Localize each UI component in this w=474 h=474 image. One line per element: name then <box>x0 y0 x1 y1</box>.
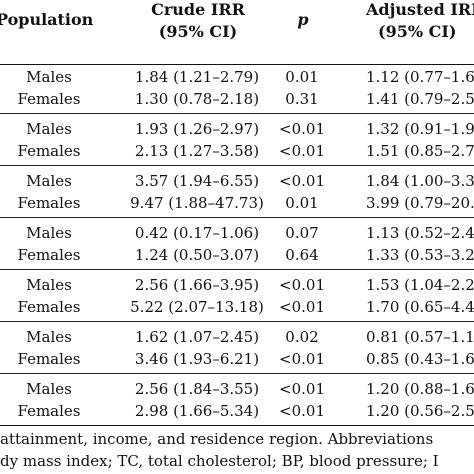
p-value-cell: 0.01 <box>285 68 319 86</box>
footnote-line-1: attainment, income, and residence region… <box>0 430 434 448</box>
p-value-cell: 0.07 <box>285 224 319 242</box>
crude-irr-cell: 3.46 (1.93–6.21) <box>134 350 260 368</box>
p-value-cell: <0.01 <box>279 402 325 420</box>
crude-irr-cell: 2.13 (1.27–3.58) <box>134 142 260 160</box>
population-cell: Males <box>26 120 72 138</box>
population-column-header: Population <box>0 10 94 29</box>
crude-irr-cell: 2.56 (1.84–3.55) <box>134 380 260 398</box>
table-row: Females 1.30 (0.78–2.18) 0.31 1.41 (0.79–2.… <box>0 88 474 110</box>
table-row: Males 3.57 (1.94–6.55) <0.01 1.84 (1.00–3.3 <box>0 170 474 192</box>
group-separator-rule <box>0 113 474 114</box>
adjusted-irr-cell: 1.33 (0.53–3.2 <box>366 246 474 264</box>
crude-irr-cell: 1.84 (1.21–2.79) <box>134 68 260 86</box>
group-separator-rule <box>0 217 474 218</box>
population-cell: Females <box>17 350 81 368</box>
population-cell: Males <box>26 276 72 294</box>
p-value-column-header: p <box>297 10 309 29</box>
adjusted-irr-cell: 0.85 (0.43–1.6 <box>366 350 474 368</box>
adjusted-irr-cell: 1.41 (0.79–2.5 <box>366 90 474 108</box>
crude-irr-cell: 0.42 (0.17–1.06) <box>134 224 260 242</box>
p-value-cell: 0.02 <box>285 328 319 346</box>
population-cell: Males <box>26 68 72 86</box>
adjusted-irr-cell: 0.81 (0.57–1.1 <box>366 328 474 346</box>
group-separator-rule <box>0 269 474 270</box>
population-cell: Females <box>17 90 81 108</box>
p-value-cell: <0.01 <box>279 172 325 190</box>
crude-irr-cell: 5.22 (2.07–13.18) <box>130 298 264 316</box>
table-row: Males 1.93 (1.26–2.97) <0.01 1.32 (0.91–1.9 <box>0 118 474 140</box>
crude-irr-cell: 1.62 (1.07–2.45) <box>134 328 260 346</box>
table-row: Females 3.46 (1.93–6.21) <0.01 0.85 (0.43–1… <box>0 348 474 370</box>
p-value-cell: <0.01 <box>279 276 325 294</box>
header-rule <box>0 64 474 65</box>
population-cell: Females <box>17 402 81 420</box>
p-value-cell: <0.01 <box>279 142 325 160</box>
p-value-cell: 0.64 <box>285 246 319 264</box>
table-row: Females 2.98 (1.66–5.34) <0.01 1.20 (0.56–2… <box>0 400 474 422</box>
population-cell: Males <box>26 328 72 346</box>
table-header: Population Crude IRR (95% CI) p Adjusted… <box>0 0 474 62</box>
footnote-line-2: dy mass index; TC, total cholesterol; BP… <box>0 452 439 470</box>
population-cell: Females <box>17 298 81 316</box>
table-row: Males 2.56 (1.84–3.55) <0.01 1.20 (0.88–1.6 <box>0 378 474 400</box>
adjusted-irr-cell: 1.84 (1.00–3.3 <box>366 172 474 190</box>
population-cell: Males <box>26 172 72 190</box>
p-value-cell: <0.01 <box>279 120 325 138</box>
adjusted-irr-cell: 1.32 (0.91–1.9 <box>366 120 474 138</box>
table-row: Females 2.13 (1.27–3.58) <0.01 1.51 (0.85–2… <box>0 140 474 162</box>
group-separator-rule <box>0 165 474 166</box>
crude-irr-cell: 2.98 (1.66–5.34) <box>134 402 260 420</box>
adjusted-irr-cell: 1.20 (0.88–1.6 <box>366 380 474 398</box>
population-cell: Females <box>17 194 81 212</box>
table-row: Females 5.22 (2.07–13.18) <0.01 1.70 (0.65–… <box>0 296 474 318</box>
group-separator-rule <box>0 373 474 374</box>
crude-irr-cell: 3.57 (1.94–6.55) <box>134 172 260 190</box>
table-row: Females 1.24 (0.50–3.07) 0.64 1.33 (0.53–3.… <box>0 244 474 266</box>
population-cell: Females <box>17 246 81 264</box>
adjusted-irr-cell: 1.12 (0.77–1.6 <box>366 68 474 86</box>
adjusted-irr-cell: 1.51 (0.85–2.7 <box>366 142 474 160</box>
adjusted-irr-cell: 1.70 (0.65–4.4 <box>366 298 474 316</box>
crude-irr-ci-subheader: (95% CI) <box>158 22 238 41</box>
population-cell: Females <box>17 142 81 160</box>
p-value-cell: <0.01 <box>279 298 325 316</box>
p-value-cell: 0.01 <box>285 194 319 212</box>
population-cell: Males <box>26 224 72 242</box>
crude-irr-cell: 1.93 (1.26–2.97) <box>134 120 260 138</box>
adjusted-irr-cell: 1.53 (1.04–2.2 <box>366 276 474 294</box>
group-separator-rule <box>0 321 474 322</box>
adjusted-irr-cell: 1.13 (0.52–2.4 <box>366 224 474 242</box>
crude-irr-column-header: Crude IRR <box>151 0 245 19</box>
table-row: Males 1.84 (1.21–2.79) 0.01 1.12 (0.77–1.6 <box>0 66 474 88</box>
table-row: Males 0.42 (0.17–1.06) 0.07 1.13 (0.52–2.4 <box>0 222 474 244</box>
p-value-cell: 0.31 <box>285 90 319 108</box>
crude-irr-cell: 1.30 (0.78–2.18) <box>134 90 260 108</box>
crude-irr-cell: 1.24 (0.50–3.07) <box>134 246 260 264</box>
table-row: Males 2.56 (1.66–3.95) <0.01 1.53 (1.04–2.2 <box>0 274 474 296</box>
adjusted-irr-ci-subheader: (95% CI) <box>378 22 457 41</box>
crude-irr-cell: 2.56 (1.66–3.95) <box>134 276 260 294</box>
adjusted-irr-cell: 3.99 (0.79–20.1 <box>366 194 474 212</box>
table-row: Females 9.47 (1.88–47.73) 0.01 3.99 (0.79–2… <box>0 192 474 214</box>
adjusted-irr-cell: 1.20 (0.56–2.5 <box>366 402 474 420</box>
p-value-cell: <0.01 <box>279 380 325 398</box>
adjusted-irr-column-header: Adjusted IRR <box>366 0 474 19</box>
table-row: Males 1.62 (1.07–2.45) 0.02 0.81 (0.57–1.1 <box>0 326 474 348</box>
table-bottom-rule <box>0 425 474 426</box>
population-cell: Males <box>26 380 72 398</box>
crude-irr-cell: 9.47 (1.88–47.73) <box>130 194 264 212</box>
p-value-cell: <0.01 <box>279 350 325 368</box>
